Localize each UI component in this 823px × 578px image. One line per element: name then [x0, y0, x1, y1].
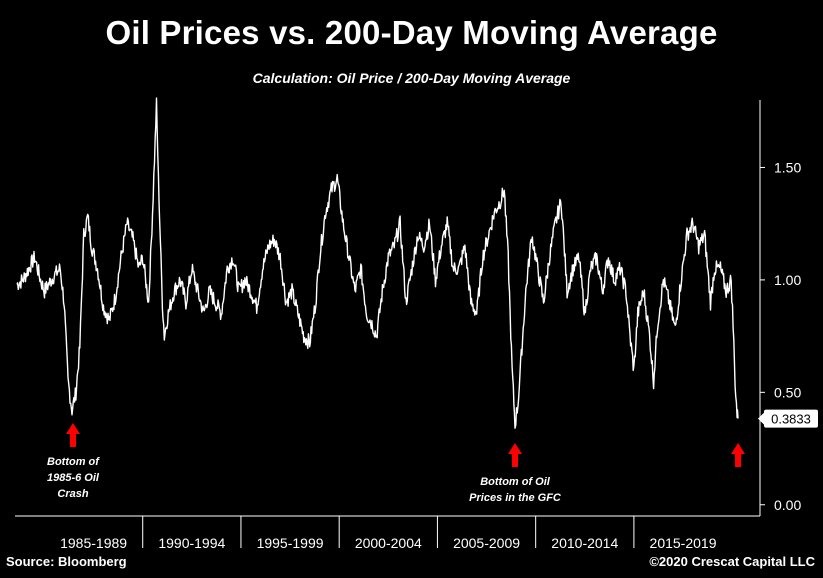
red-arrow-icon [508, 443, 523, 467]
x-category-label: 2015-2019 [650, 535, 717, 551]
annotation-text: Bottom of Oil [480, 476, 551, 488]
annotation-text: 1985-6 Oil [47, 472, 100, 484]
chart-subtitle: Calculation: Oil Price / 200-Day Moving … [252, 70, 571, 86]
y-tick-label: 1.50 [774, 159, 801, 175]
x-category-label: 2010-2014 [551, 535, 618, 551]
source-label: Source: Bloomberg [6, 554, 127, 569]
y-tick-label: 0.00 [774, 497, 801, 513]
last-value-pointer [758, 412, 764, 425]
x-category-label: 1990-1994 [158, 535, 225, 551]
last-value-box [764, 409, 818, 428]
x-category-label: 1985-1989 [60, 535, 127, 551]
annotation-text: Bottom of [47, 456, 100, 468]
annotation-text: Prices in the GFC [469, 492, 562, 504]
x-category-label: 2005-2009 [453, 535, 520, 551]
series-line-oil-ratio [16, 97, 739, 429]
copyright-label: ©2020 Crescat Capital LLC [649, 554, 815, 569]
y-tick-label: 1.00 [774, 272, 801, 288]
annotation-text: Crash [57, 488, 88, 500]
last-value-label: 0.3833 [771, 412, 811, 427]
chart-title: Oil Prices vs. 200-Day Moving Average [105, 14, 718, 51]
x-category-label: 2000-2004 [355, 535, 422, 551]
red-arrow-icon [731, 443, 746, 467]
red-arrow-icon [65, 423, 80, 447]
x-category-label: 1995-1999 [257, 535, 324, 551]
y-tick-label: 0.50 [774, 384, 801, 400]
